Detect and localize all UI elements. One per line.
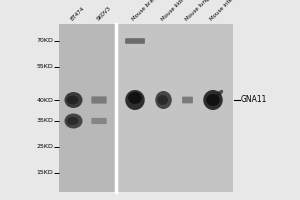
Bar xyxy=(116,24,232,192)
Ellipse shape xyxy=(64,92,82,108)
FancyBboxPatch shape xyxy=(125,38,145,44)
Ellipse shape xyxy=(157,95,168,105)
Text: Mouse lung: Mouse lung xyxy=(184,0,210,22)
Text: Mouse intestines: Mouse intestines xyxy=(209,0,246,22)
Ellipse shape xyxy=(206,94,220,106)
Ellipse shape xyxy=(155,91,172,109)
Text: BT474: BT474 xyxy=(70,6,86,22)
FancyBboxPatch shape xyxy=(91,96,107,104)
Text: 35KD: 35KD xyxy=(37,118,53,123)
FancyBboxPatch shape xyxy=(182,97,193,103)
Text: 70KD: 70KD xyxy=(37,38,53,44)
Text: 55KD: 55KD xyxy=(37,64,53,70)
Text: SKOV3: SKOV3 xyxy=(95,6,112,22)
Ellipse shape xyxy=(128,92,142,104)
Bar xyxy=(232,0,300,200)
Ellipse shape xyxy=(125,90,145,110)
FancyBboxPatch shape xyxy=(91,118,107,124)
Text: 15KD: 15KD xyxy=(37,170,53,176)
Ellipse shape xyxy=(217,90,223,96)
Ellipse shape xyxy=(64,114,82,129)
Text: GNA11: GNA11 xyxy=(241,96,267,104)
Text: 40KD: 40KD xyxy=(37,98,53,102)
Ellipse shape xyxy=(203,90,223,110)
Bar xyxy=(58,24,116,192)
Ellipse shape xyxy=(67,96,78,104)
Text: Mouse brain: Mouse brain xyxy=(131,0,159,22)
Text: Mouse kidney: Mouse kidney xyxy=(160,0,190,22)
Text: 25KD: 25KD xyxy=(37,144,53,150)
Ellipse shape xyxy=(67,117,78,125)
